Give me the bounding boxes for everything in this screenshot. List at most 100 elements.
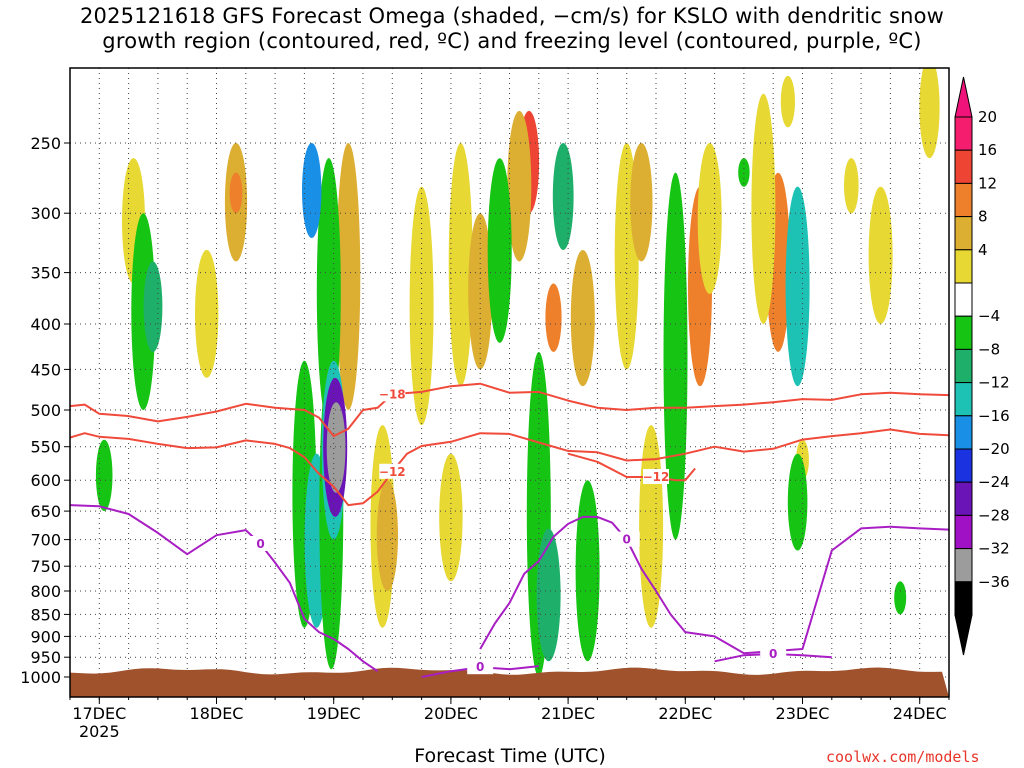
omega-blob-9 — [448, 143, 473, 387]
dgz-contour-label-bg-0 — [379, 386, 406, 402]
y-tick-label-800: 800 — [30, 582, 61, 601]
y-tick-label-850: 850 — [30, 605, 61, 624]
surface-terrain-fill — [70, 667, 949, 697]
colorbar-segment-5 — [954, 282, 973, 317]
freezing-contour-line-2 — [479, 515, 949, 655]
y-tick-label-900: 900 — [30, 627, 61, 646]
y-tick-label-550: 550 — [30, 438, 61, 457]
y-tick-label-750: 750 — [30, 557, 61, 576]
y-tick-label-1000: 1000 — [20, 668, 61, 687]
x-tick-label-24DEC: 24DEC — [893, 704, 947, 723]
x-tick-label-20DEC: 20DEC — [424, 704, 478, 723]
omega-blob-39 — [326, 402, 346, 493]
y-tick-label-450: 450 — [30, 360, 61, 379]
x-axis-label: Forecast Time (UTC) — [414, 745, 606, 767]
freezing-contour-label-0: 0 — [256, 537, 264, 551]
colorbar-label-8: −16 — [978, 407, 1010, 425]
freezing-contour-label-3: 0 — [769, 647, 777, 661]
colorbar-label-11: −28 — [978, 506, 1010, 524]
y-tick-label-500: 500 — [30, 401, 61, 420]
freezing-contour-label-bg-2 — [613, 531, 640, 547]
y-tick-label-950: 950 — [30, 648, 61, 667]
omega-blob-26 — [844, 158, 859, 214]
omega-blob-27 — [868, 186, 893, 324]
omega-blob-47 — [785, 186, 810, 387]
omega-blob-4 — [336, 143, 361, 410]
colorbar-segment-0 — [954, 116, 973, 151]
colorbar-label-0: 20 — [978, 108, 997, 126]
freezing-contour-label-bg-3 — [760, 646, 787, 661]
x-tick-label-17DEC: 17DEC — [72, 704, 126, 723]
y-tick-label-650: 650 — [30, 502, 61, 521]
omega-blob-43 — [552, 143, 574, 250]
omega-blob-48 — [787, 453, 808, 551]
omega-blob-2 — [229, 172, 243, 214]
omega-blob-20 — [697, 143, 722, 294]
chart-title-line1: 2025121618 GFS Forecast Omega (shaded, −… — [79, 4, 945, 28]
colorbar-segment-7 — [954, 348, 973, 384]
omega-blob-23 — [751, 93, 776, 325]
dgz-contour-label-0: −18 — [379, 387, 406, 401]
contours: −18 −12 −12 0 0 0 0 — [70, 382, 949, 678]
freezing-contour-label-1: 0 — [476, 660, 484, 674]
y-tick-label-600: 600 — [30, 471, 61, 490]
omega-blob-3 — [195, 249, 219, 378]
omega-blob-34 — [316, 158, 341, 426]
dgz-contour-line-1 — [70, 428, 949, 507]
x-tick-sublabel-17DEC: 2025 — [79, 722, 120, 741]
x-tick-label-21DEC: 21DEC — [541, 704, 595, 723]
omega-blob-14 — [570, 250, 595, 387]
y-tick-label-250: 250 — [30, 134, 61, 153]
colorbar-segment-6 — [954, 315, 973, 350]
x-tick-label-23DEC: 23DEC — [776, 704, 830, 723]
x-tick-label-22DEC: 22DEC — [658, 704, 712, 723]
y-tick-label-400: 400 — [30, 315, 61, 334]
colorbar-segment-12 — [954, 514, 973, 550]
omega-blob-28 — [919, 68, 940, 159]
chart-title-line2: growth region (contoured, red, ºC) and f… — [102, 29, 922, 53]
y-tick-label-350: 350 — [30, 264, 61, 283]
credit-link[interactable]: coolwx.com/models — [826, 748, 980, 766]
omega-blob-49 — [894, 581, 907, 615]
omega-blob-13 — [545, 283, 562, 352]
colorbar-segment-13 — [954, 548, 973, 583]
x-tick-label-18DEC: 18DEC — [190, 704, 244, 723]
colorbar: 20 16 12 8 4 −4 −8 −12 −16 −20 −24 −28 −32 −36 — [954, 76, 1010, 656]
colorbar-label-10: −24 — [978, 473, 1010, 491]
x-tick-label-19DEC: 19DEC — [307, 704, 361, 723]
omega-blob-46 — [738, 158, 750, 187]
colorbar-segment-14 — [954, 581, 973, 616]
colorbar-segment-3 — [954, 216, 973, 251]
y-tick-label-700: 700 — [30, 531, 61, 550]
colorbar-label-12: −32 — [978, 540, 1010, 558]
colorbar-label-13: −36 — [978, 573, 1010, 591]
dgz-contour-line-0 — [70, 382, 949, 438]
omega-blob-8 — [439, 453, 463, 582]
colorbar-segment-11 — [954, 481, 973, 516]
dgz-contour-label-2: −12 — [643, 470, 670, 484]
dgz-contour-label-1: −12 — [379, 465, 406, 479]
colorbar-label-5: −4 — [978, 307, 1000, 325]
colorbar-segment-9 — [954, 415, 973, 450]
freezing-contour-label-bg-0 — [247, 536, 274, 551]
colorbar-label-7: −12 — [978, 374, 1010, 392]
colorbar-bottom-arrow — [954, 614, 973, 656]
colorbar-segment-10 — [954, 448, 973, 483]
omega-blob-10 — [468, 213, 493, 370]
freezing-contour-label-bg-1 — [467, 659, 494, 675]
omega-blob-29 — [95, 439, 113, 512]
colorbar-segment-2 — [954, 182, 973, 218]
omega-blob-24 — [780, 75, 796, 128]
omega-blob-6 — [376, 480, 398, 591]
colorbar-segment-4 — [954, 249, 973, 284]
omega-blob-45 — [663, 172, 688, 540]
colorbar-label-2: 12 — [978, 174, 997, 192]
omega-blob-30 — [131, 213, 156, 410]
omega-blob-16 — [630, 143, 653, 262]
y-tick-label-300: 300 — [30, 204, 61, 223]
freezing-contour-line-0 — [70, 504, 379, 673]
colorbar-segment-1 — [954, 149, 973, 184]
colorbar-label-1: 16 — [978, 141, 997, 159]
dgz-contour-label-bg-2 — [643, 469, 669, 484]
omega-blob-35 — [302, 143, 322, 238]
